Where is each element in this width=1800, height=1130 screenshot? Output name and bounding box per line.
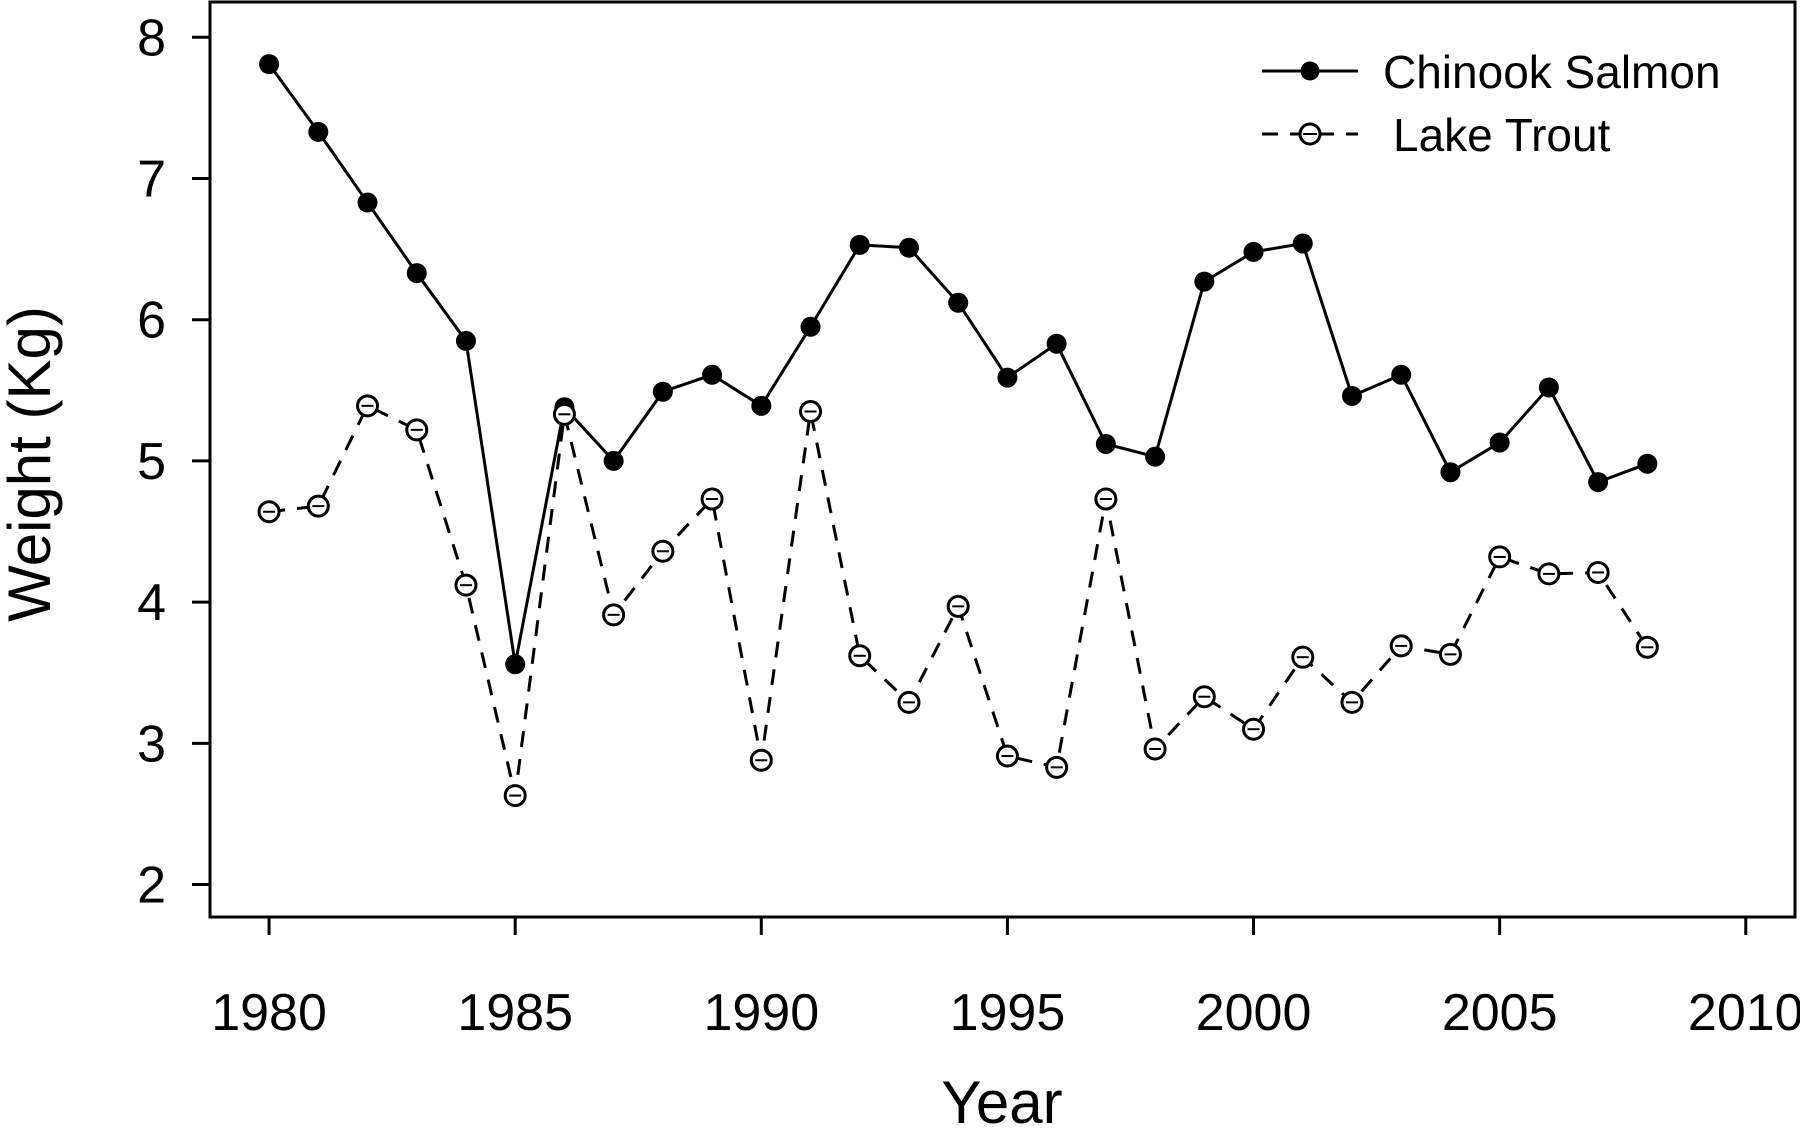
point-chinook-salmon-1992 [849, 234, 870, 255]
y-tick-label-6: 6 [137, 292, 166, 350]
x-axis-title: Year [941, 1069, 1062, 1130]
point-lake-trout-1983 [405, 418, 429, 442]
x-axis: 1980 1985 1990 1995 2000 2005 2010 [211, 917, 1800, 1042]
x-tick-label-1980: 1980 [211, 984, 327, 1042]
series-lake-trout [257, 394, 1659, 808]
point-lake-trout-1991 [799, 399, 823, 423]
y-axis-title: Weight (Kg) [0, 306, 63, 622]
x-tick-label-2005: 2005 [1442, 984, 1558, 1042]
series-chinook-salmon [259, 54, 1658, 675]
point-chinook-salmon-2001 [1292, 233, 1313, 254]
point-lake-trout-1980 [257, 500, 281, 524]
point-chinook-salmon-1988 [652, 381, 673, 402]
point-chinook-salmon-2003 [1391, 364, 1412, 385]
point-chinook-salmon-1980 [259, 54, 280, 75]
legend-label-chinook-salmon: Chinook Salmon [1383, 46, 1721, 98]
y-tick-label-5: 5 [137, 433, 166, 491]
point-lake-trout-1996 [1045, 755, 1069, 779]
point-chinook-salmon-1981 [308, 121, 329, 142]
point-lake-trout-1997 [1094, 487, 1118, 511]
x-tick-label-1995: 1995 [950, 984, 1066, 1042]
point-lake-trout-1987 [602, 603, 626, 627]
legend-marker-chinook-salmon [1300, 61, 1320, 81]
point-lake-trout-1999 [1192, 685, 1216, 709]
series-group [257, 54, 1659, 808]
point-chinook-salmon-2002 [1341, 385, 1362, 406]
point-chinook-salmon-1987 [603, 450, 624, 471]
point-lake-trout-2005 [1488, 545, 1512, 569]
point-chinook-salmon-1993 [898, 237, 919, 258]
legend-label-lake-trout: Lake Trout [1393, 109, 1611, 161]
point-chinook-salmon-2004 [1440, 462, 1461, 483]
point-lake-trout-2004 [1438, 642, 1462, 666]
point-lake-trout-1985 [503, 784, 527, 808]
point-chinook-salmon-1991 [800, 316, 821, 337]
y-tick-label-8: 8 [137, 9, 166, 67]
point-lake-trout-1998 [1143, 737, 1167, 761]
y-tick-label-2: 2 [137, 857, 166, 915]
point-chinook-salmon-1984 [455, 330, 476, 351]
point-lake-trout-2003 [1389, 634, 1413, 658]
x-tick-label-1985: 1985 [457, 984, 573, 1042]
point-lake-trout-1992 [848, 644, 872, 668]
point-chinook-salmon-1995 [997, 367, 1018, 388]
point-lake-trout-2002 [1340, 690, 1364, 714]
point-lake-trout-2008 [1635, 635, 1659, 659]
point-lake-trout-1994 [946, 594, 970, 618]
x-tick-label-2000: 2000 [1196, 984, 1312, 1042]
point-lake-trout-1988 [651, 539, 675, 563]
point-lake-trout-1993 [897, 690, 921, 714]
point-chinook-salmon-1997 [1095, 433, 1116, 454]
point-chinook-salmon-1985 [505, 654, 526, 675]
point-chinook-salmon-1982 [357, 192, 378, 213]
point-lake-trout-1981 [306, 494, 330, 518]
y-axis: 2 3 4 5 6 7 8 [137, 9, 210, 915]
y-tick-label-3: 3 [137, 715, 166, 773]
point-lake-trout-1984 [454, 573, 478, 597]
point-lake-trout-2007 [1586, 560, 1610, 584]
point-chinook-salmon-2000 [1243, 241, 1264, 262]
point-chinook-salmon-2007 [1588, 472, 1609, 493]
point-lake-trout-2000 [1242, 717, 1266, 741]
point-lake-trout-2001 [1291, 645, 1315, 669]
legend: Chinook Salmon Lake Trout [1262, 46, 1721, 161]
x-tick-label-1990: 1990 [703, 984, 819, 1042]
point-chinook-salmon-1996 [1046, 333, 1067, 354]
x-tick-label-2010: 2010 [1688, 984, 1800, 1042]
point-chinook-salmon-2008 [1637, 453, 1658, 474]
point-chinook-salmon-2005 [1489, 432, 1510, 453]
point-lake-trout-1982 [356, 394, 380, 418]
point-lake-trout-1989 [700, 487, 724, 511]
point-chinook-salmon-1999 [1194, 271, 1215, 292]
point-chinook-salmon-1994 [948, 292, 969, 313]
point-chinook-salmon-1990 [751, 395, 772, 416]
point-chinook-salmon-2006 [1538, 377, 1559, 398]
y-tick-label-4: 4 [137, 574, 166, 632]
point-lake-trout-1990 [749, 748, 773, 772]
point-chinook-salmon-1998 [1145, 446, 1166, 467]
point-chinook-salmon-1983 [406, 263, 427, 284]
y-tick-label-7: 7 [137, 151, 166, 209]
point-lake-trout-2006 [1537, 562, 1561, 586]
point-lake-trout-1995 [995, 744, 1019, 768]
point-chinook-salmon-1989 [702, 364, 723, 385]
point-lake-trout-1986 [552, 402, 576, 426]
